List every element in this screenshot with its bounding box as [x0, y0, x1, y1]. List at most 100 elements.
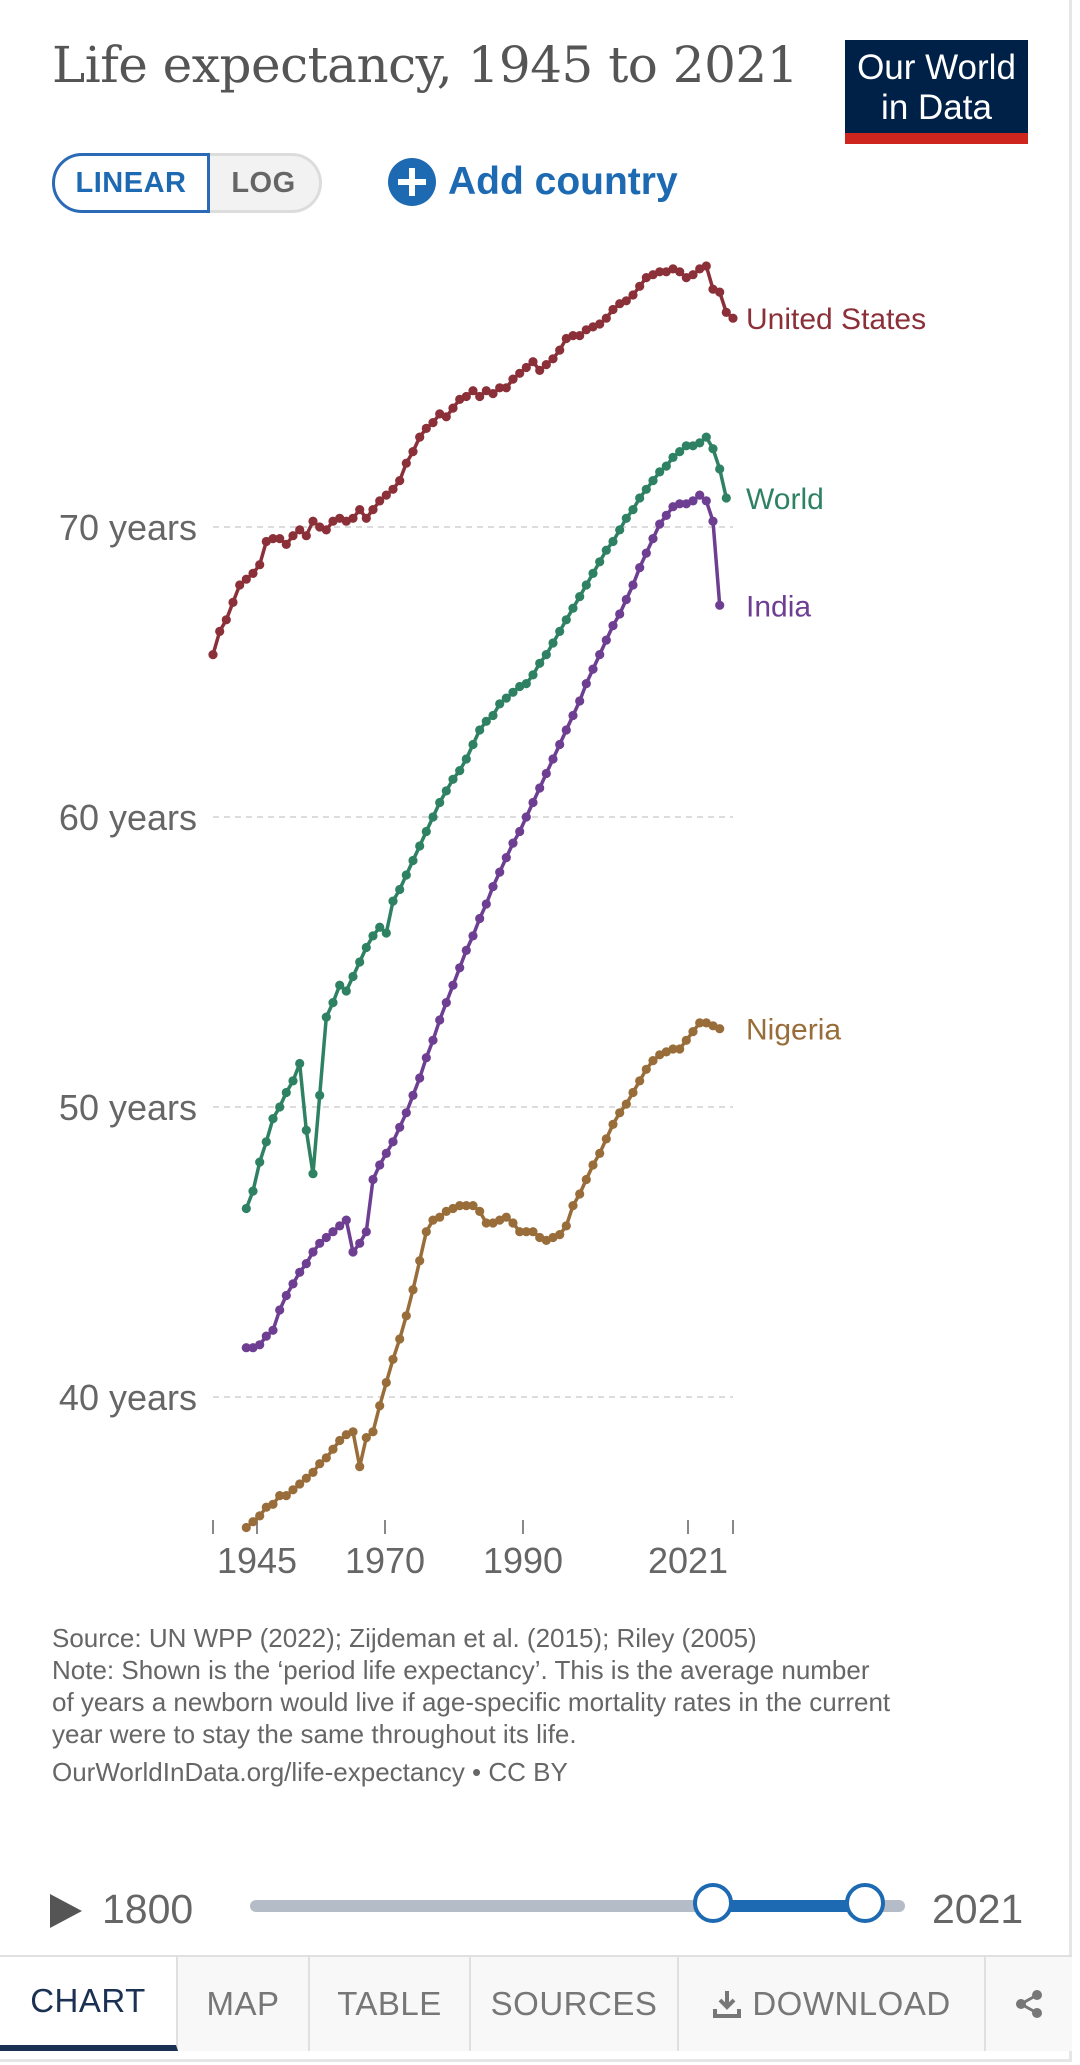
tab-download[interactable]: DOWNLOAD — [679, 1957, 986, 2051]
point-nigeria-7 — [288, 1485, 298, 1495]
point-united-states-13 — [295, 525, 305, 535]
point-nigeria-49 — [568, 1201, 578, 1211]
point-nigeria-27 — [421, 1227, 431, 1237]
point-india-30 — [441, 998, 451, 1008]
tab-bar: CHART MAP TABLE SOURCES DOWNLOAD — [0, 1955, 1072, 2051]
point-world-68 — [695, 438, 705, 448]
point-world-60 — [641, 484, 651, 494]
series-united-states[interactable]: United States — [208, 261, 926, 660]
point-nigeria-0 — [241, 1522, 251, 1533]
y-tick-label-2: 60 years — [59, 797, 197, 838]
point-nigeria-33 — [461, 1201, 471, 1211]
point-world-15 — [341, 986, 351, 996]
point-united-states-45 — [508, 374, 518, 384]
point-united-states-50 — [541, 360, 551, 370]
point-india-65 — [675, 499, 685, 509]
timeline-end-handle[interactable] — [845, 1883, 885, 1923]
point-united-states-33 — [428, 418, 438, 428]
point-world-57 — [621, 513, 631, 523]
point-india-60 — [641, 548, 651, 558]
point-nigeria-54 — [601, 1134, 611, 1144]
point-united-states-11 — [281, 539, 291, 550]
point-united-states-59 — [601, 313, 611, 323]
add-country-button[interactable]: Add country — [388, 152, 678, 212]
point-world-47 — [555, 626, 565, 637]
tab-share[interactable] — [986, 1957, 1072, 2051]
series-nigeria[interactable]: Nigeria — [241, 1014, 842, 1533]
series-india[interactable]: India — [241, 490, 812, 1353]
tab-chart[interactable]: CHART — [0, 1957, 178, 2051]
point-india-23 — [395, 1122, 405, 1132]
point-india-19 — [368, 1174, 378, 1185]
series-label-nigeria: Nigeria — [746, 1014, 841, 1047]
play-icon[interactable] — [50, 1894, 82, 1928]
point-nigeria-18 — [361, 1433, 371, 1443]
tab-sources[interactable]: SOURCES — [471, 1957, 679, 2051]
point-nigeria-41 — [515, 1227, 525, 1237]
point-united-states-3 — [228, 597, 238, 608]
point-india-12 — [321, 1232, 331, 1243]
series-world[interactable]: World — [241, 432, 824, 1214]
point-united-states-5 — [241, 574, 251, 584]
point-india-47 — [555, 739, 565, 750]
tab-table[interactable]: TABLE — [310, 1957, 471, 2051]
point-world-24 — [401, 870, 411, 880]
point-world-12 — [321, 1012, 331, 1022]
point-india-11 — [315, 1238, 325, 1248]
point-united-states-9 — [268, 534, 278, 544]
point-india-59 — [635, 563, 645, 573]
point-india-44 — [535, 783, 545, 793]
point-world-28 — [428, 812, 438, 822]
point-india-9 — [301, 1259, 311, 1269]
point-world-18 — [361, 942, 371, 953]
point-world-7 — [288, 1076, 298, 1086]
point-united-states-14 — [301, 531, 311, 541]
tab-download-label: DOWNLOAD — [752, 1985, 951, 2022]
timeline-start-handle[interactable] — [692, 1883, 733, 1923]
y-tick-label-0: 40 years — [59, 1377, 197, 1418]
point-world-66 — [681, 441, 691, 451]
point-united-states-74 — [701, 261, 711, 271]
point-united-states-72 — [688, 270, 698, 280]
point-nigeria-11 — [315, 1459, 325, 1469]
point-united-states-48 — [528, 357, 538, 367]
point-united-states-7 — [255, 560, 265, 570]
x-tick-label-2: 1990 — [483, 1540, 563, 1581]
owid-logo[interactable]: Our World in Data — [845, 40, 1028, 144]
point-india-52 — [588, 664, 598, 674]
linear-scale-button[interactable]: LINEAR — [52, 153, 210, 213]
point-nigeria-71 — [715, 1024, 725, 1034]
point-nigeria-48 — [561, 1221, 571, 1231]
y-tick-label-1: 50 years — [59, 1087, 197, 1128]
point-united-states-15 — [308, 516, 318, 526]
point-united-states-2 — [221, 615, 231, 625]
series-label-world: World — [746, 483, 824, 516]
point-nigeria-29 — [435, 1212, 445, 1222]
series-label-india: India — [746, 590, 811, 623]
point-world-21 — [381, 928, 391, 938]
point-nigeria-4 — [268, 1499, 278, 1509]
point-world-27 — [421, 826, 431, 837]
point-world-69 — [701, 432, 711, 442]
series-line-united-states — [211, 264, 735, 656]
point-india-50 — [575, 696, 585, 706]
point-world-61 — [648, 476, 658, 486]
point-united-states-24 — [368, 505, 378, 515]
point-india-54 — [601, 635, 611, 645]
x-axis: 1945 1970 1990 2021 — [212, 1520, 734, 1581]
point-nigeria-55 — [608, 1119, 618, 1129]
note-line-3: year were to stay the same throughout it… — [52, 1719, 577, 1749]
point-india-46 — [548, 754, 558, 764]
point-nigeria-24 — [401, 1311, 411, 1321]
note-line-1: Note: Shown is the ‘period life expectan… — [52, 1655, 870, 1685]
point-world-59 — [635, 493, 645, 503]
line-chart: 40 years 50 years 60 years 70 years 1945 197… — [59, 261, 926, 1581]
point-united-states-38 — [461, 391, 471, 402]
tab-map[interactable]: MAP — [178, 1957, 310, 2051]
source-url[interactable]: OurWorldInData.org/life-expectancy • CC … — [52, 1757, 568, 1787]
series-label-united-states: United States — [746, 303, 926, 336]
log-scale-button[interactable]: LOG — [208, 153, 322, 213]
x-tick-label-3: 2021 — [648, 1540, 728, 1581]
point-india-48 — [561, 725, 571, 735]
